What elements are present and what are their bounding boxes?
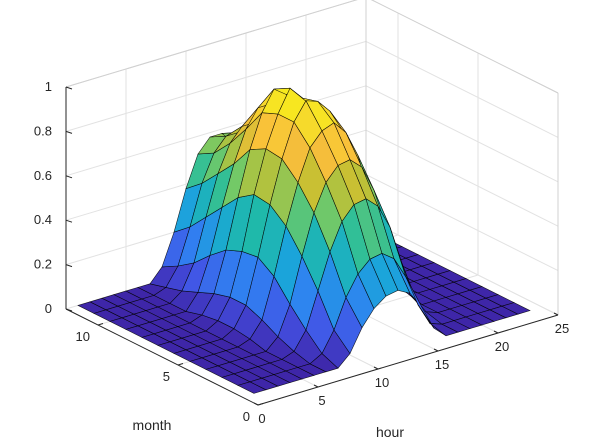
z-tick-5 <box>65 86 73 90</box>
y-tick-0 <box>257 403 264 406</box>
y-tick-label-0: 0 <box>243 409 250 424</box>
x-tick-label-3: 15 <box>435 357 449 372</box>
z-tick-1 <box>65 264 73 268</box>
x-tick-0 <box>253 402 259 406</box>
y-tick-label-1: 5 <box>163 369 170 384</box>
box-edge-top-back <box>65 0 358 88</box>
grid-line-z-side-3 <box>365 85 559 183</box>
z-tick-label-5: 1 <box>45 79 52 94</box>
grid-line-z-back-4 <box>65 40 367 132</box>
x-axis-line <box>257 314 559 406</box>
surface-layer <box>77 87 531 394</box>
box-edge-top-side <box>370 0 559 94</box>
surface-patch-0-22 <box>501 302 531 315</box>
z-tick-2 <box>65 219 73 223</box>
grid-line-z-side-4 <box>365 40 559 138</box>
z-tick-label-4: 0.8 <box>34 123 52 138</box>
x-tick-label-4: 20 <box>495 339 509 354</box>
z-tick-3 <box>65 175 73 179</box>
z-tick-label-2: 0.4 <box>34 212 52 227</box>
y-tick-1 <box>177 363 184 366</box>
z-tick-label-3: 0.6 <box>34 168 52 183</box>
x-tick-1 <box>313 384 319 388</box>
x-tick-label-2: 10 <box>375 375 389 390</box>
x-tick-label-5: 25 <box>555 321 569 336</box>
x-axis-label: hour <box>376 424 404 440</box>
z-tick-0 <box>65 308 73 312</box>
y-tick-label-2: 10 <box>76 329 90 344</box>
z-tick-label-0: 0 <box>45 301 52 316</box>
x-tick-label-1: 5 <box>318 393 325 408</box>
x-tick-4 <box>493 330 499 334</box>
y-axis-label: month <box>133 417 172 433</box>
x-tick-label-0: 0 <box>258 411 265 426</box>
x-tick-2 <box>373 366 379 370</box>
z-tick-4 <box>65 130 73 134</box>
x-tick-5 <box>553 312 559 316</box>
x-tick-3 <box>433 348 439 352</box>
y-tick-2 <box>97 323 104 326</box>
grid-line-z-side-2 <box>365 129 559 227</box>
z-tick-label-1: 0.2 <box>34 257 52 272</box>
